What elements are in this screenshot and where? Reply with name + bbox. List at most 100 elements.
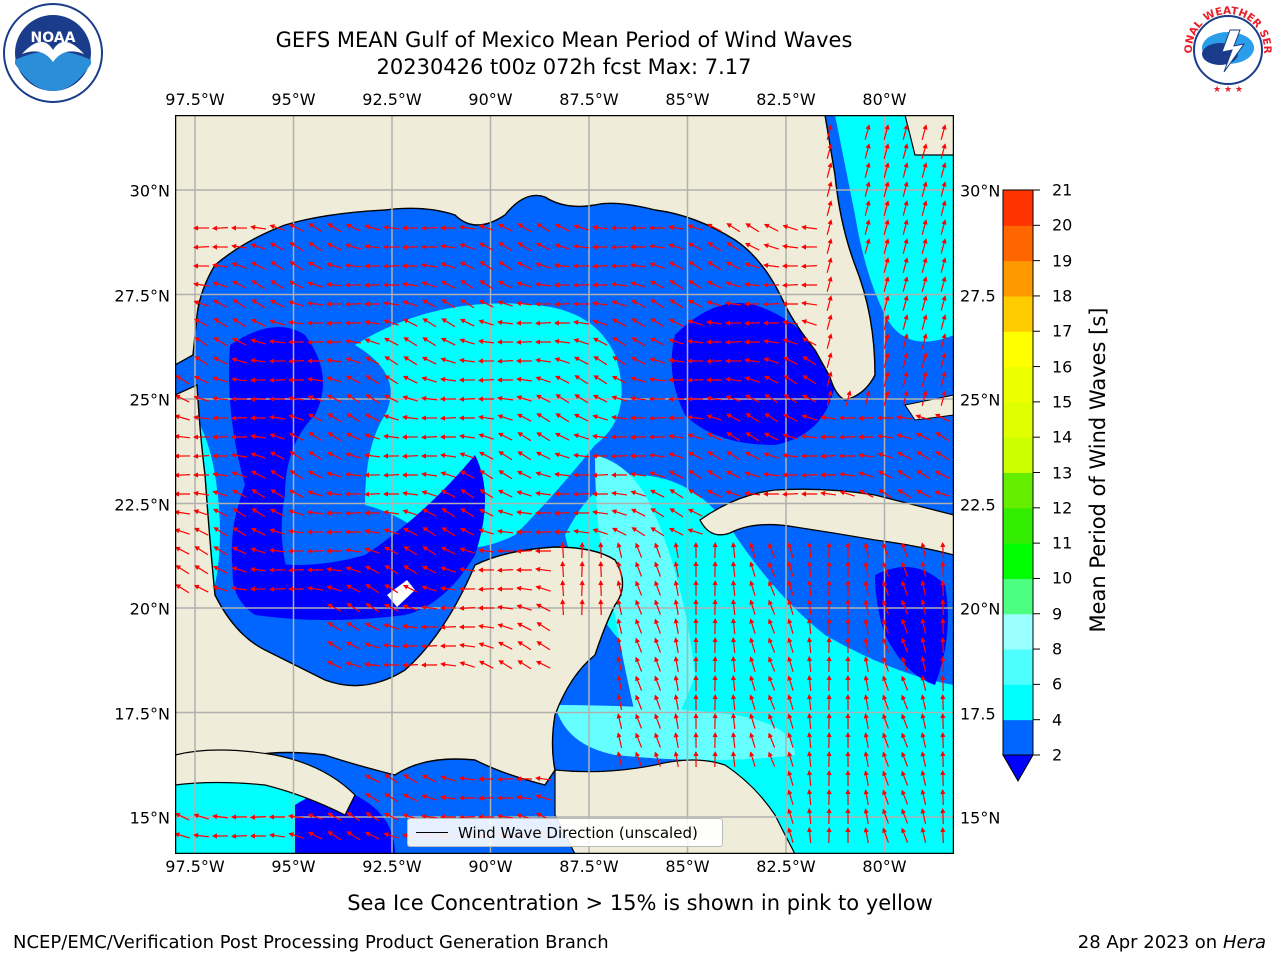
wave-arrow (307, 529, 324, 535)
wave-arrow (768, 732, 776, 748)
wave-arrow (383, 509, 400, 516)
wave-arrow (535, 603, 551, 612)
wave-arrow (687, 224, 703, 231)
wave-arrow (441, 527, 456, 537)
wave-arrow (459, 547, 475, 554)
wave-arrow (693, 618, 699, 635)
wave-arrow (669, 508, 684, 518)
wave-arrow (288, 509, 304, 516)
wave-arrow (763, 301, 780, 307)
wave-arrow (901, 694, 909, 710)
wave-arrow (440, 243, 457, 250)
wave-arrow (688, 489, 703, 499)
wave-arrow (920, 618, 927, 634)
wave-arrow (593, 375, 608, 385)
wave-arrow (654, 542, 661, 558)
wave-arrow (459, 527, 475, 536)
wave-arrow (806, 637, 813, 654)
wave-arrow (826, 732, 832, 749)
wave-arrow (326, 301, 343, 307)
wave-arrow (555, 394, 570, 404)
wave-arrow (897, 489, 912, 499)
wave-arrow (402, 244, 419, 250)
wave-arrow (744, 471, 760, 478)
wave-arrow (326, 660, 342, 669)
wave-arrow (787, 808, 794, 824)
wave-arrow (364, 243, 381, 250)
wave-arrow (940, 352, 947, 368)
wave-arrow (787, 751, 794, 767)
wave-arrow (921, 162, 928, 178)
wave-arrow (763, 282, 780, 288)
wave-arrow (940, 789, 946, 806)
wave-arrow (592, 282, 609, 288)
wave-arrow (345, 566, 361, 573)
wave-arrow (422, 546, 437, 556)
wave-arrow (459, 433, 476, 440)
wave-arrow (364, 565, 380, 574)
wave-arrow (744, 339, 761, 345)
wave-arrow (479, 489, 494, 499)
wave-arrow (497, 813, 514, 820)
wave-arrow (194, 565, 209, 575)
wave-arrow (478, 224, 494, 231)
wave-arrow (536, 432, 551, 442)
lat-label-right: 22.5 (960, 495, 996, 514)
wave-arrow (402, 225, 419, 231)
colorbar-segment (1003, 684, 1033, 721)
wave-arrow (940, 732, 946, 749)
wave-arrow (440, 489, 456, 498)
wave-arrow (920, 770, 927, 786)
wave-arrow (845, 713, 851, 730)
wave-arrow (232, 527, 247, 537)
wave-arrow (573, 224, 589, 231)
wave-arrow (402, 300, 418, 307)
wave-arrow (288, 489, 304, 498)
wave-arrow (460, 261, 475, 270)
wave-arrow (901, 637, 909, 653)
wave-arrow (940, 371, 947, 387)
wave-arrow (744, 490, 761, 497)
wave-arrow (440, 357, 456, 364)
wave-arrow (826, 200, 833, 216)
wave-arrow (289, 451, 304, 461)
wave-arrow (250, 318, 266, 327)
wave-arrow (193, 453, 210, 459)
wave-arrow (940, 618, 946, 635)
wave-arrow (801, 394, 817, 403)
wave-arrow (845, 656, 851, 673)
wave-arrow (631, 337, 646, 347)
wave-arrow (345, 641, 361, 650)
wave-arrow (459, 243, 475, 250)
wave-arrow (478, 377, 495, 383)
wave-arrow (384, 375, 399, 385)
colorbar-segment (1003, 472, 1033, 509)
wave-arrow (902, 314, 909, 330)
wave-arrow (598, 580, 604, 597)
wave-arrow (801, 224, 818, 231)
colorbar-segment (1003, 543, 1033, 579)
wave-arrow (763, 357, 779, 364)
wave-arrow (845, 827, 851, 844)
colorbar-tick-label: 9 (1052, 604, 1063, 624)
wave-arrow (364, 413, 380, 422)
wave-arrow (725, 395, 741, 402)
wave-arrow (654, 713, 661, 729)
wave-arrow (863, 789, 869, 805)
wave-arrow (707, 451, 722, 461)
wave-arrow (535, 490, 552, 497)
wave-arrow (592, 433, 609, 440)
wave-arrow (706, 223, 722, 232)
wave-arrow (573, 510, 590, 516)
wave-arrow (915, 489, 931, 498)
wave-arrow (402, 662, 419, 668)
wave-arrow (270, 242, 285, 251)
wave-arrow (231, 546, 247, 555)
wave-arrow (787, 599, 794, 615)
wave-arrow (365, 793, 380, 803)
wave-arrow (307, 470, 323, 479)
wave-arrow (858, 415, 875, 421)
wave-arrow (383, 472, 400, 478)
wave-arrow (768, 561, 776, 577)
wave-arrow (422, 337, 437, 347)
